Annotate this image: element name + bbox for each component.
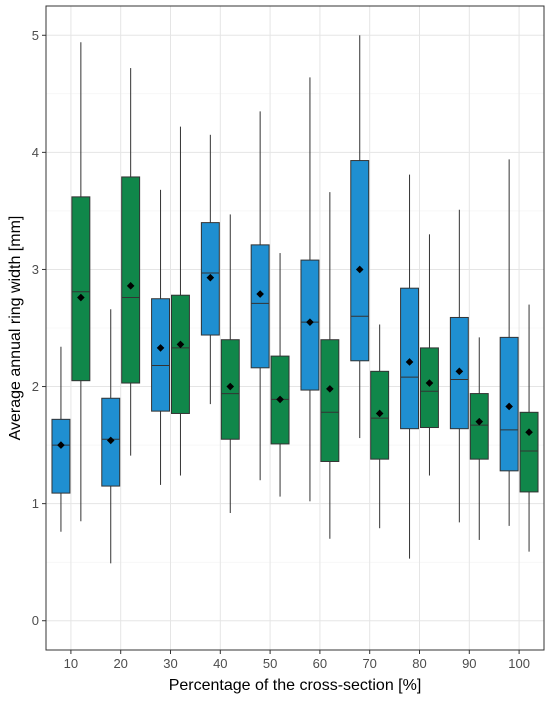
- y-tick-label: 4: [32, 145, 39, 160]
- mean-marker: [525, 428, 533, 437]
- mean-marker: [226, 382, 235, 391]
- box-80-series1: [400, 174, 420, 559]
- box-100-series2: [519, 304, 539, 552]
- y-tick-label: 0: [32, 613, 39, 628]
- box-10-series2: [71, 42, 91, 522]
- mean-marker: [505, 402, 513, 411]
- mean-marker: [126, 282, 135, 290]
- box-90-series1: [449, 209, 469, 523]
- x-tick-label: 80: [412, 656, 426, 671]
- box-60-series2: [320, 192, 340, 539]
- box-40-series1: [200, 134, 220, 405]
- mean-marker: [256, 290, 264, 298]
- mean-marker: [106, 436, 115, 445]
- mean-marker: [156, 344, 165, 352]
- mean-marker: [375, 409, 384, 418]
- mean-marker: [57, 441, 65, 449]
- mean-marker: [206, 273, 215, 282]
- box-70-series1: [350, 35, 370, 439]
- x-tick-label: 30: [163, 656, 177, 671]
- x-tick-label: 90: [462, 656, 476, 671]
- y-tick-label: 2: [32, 379, 39, 394]
- x-tick-label: 50: [263, 656, 277, 671]
- box-20-series1: [101, 309, 121, 564]
- mean-marker: [475, 417, 484, 426]
- box-body: [151, 298, 171, 412]
- x-axis-title: Percentage of the cross-section [%]: [169, 677, 422, 694]
- box-90-series2: [469, 337, 489, 540]
- box-body: [121, 176, 141, 384]
- mean-marker: [405, 358, 414, 366]
- boxes: [51, 35, 539, 564]
- box-body: [170, 294, 190, 414]
- x-tick-label: 20: [113, 656, 127, 671]
- mean-marker: [276, 395, 284, 404]
- axes: 0 1 2 3 4 5 10 20 30 40 50 60 70 80 90 100: [32, 28, 530, 671]
- box-50-series2: [270, 253, 290, 497]
- box-body: [51, 418, 71, 494]
- box-body: [71, 196, 91, 382]
- mean-marker: [176, 340, 185, 349]
- box-body: [320, 339, 340, 462]
- x-tick-label: 10: [64, 656, 78, 671]
- box-30-series1: [151, 189, 171, 485]
- y-tick-label: 3: [32, 262, 39, 277]
- box-40-series2: [220, 214, 240, 514]
- box-20-series2: [121, 68, 141, 456]
- mean-marker: [326, 385, 334, 393]
- box-body: [350, 160, 370, 362]
- box-body: [519, 411, 539, 493]
- panel-border: [45, 5, 545, 651]
- mean-marker: [77, 293, 85, 302]
- x-tick-label: 70: [362, 656, 376, 671]
- y-axis-title: Average annual ring width [mm]: [7, 216, 24, 441]
- x-tick-label: 60: [313, 656, 327, 671]
- box-80-series2: [419, 234, 439, 476]
- x-tick-label: 40: [213, 656, 227, 671]
- box-body: [469, 393, 489, 460]
- x-tick-label: 100: [508, 656, 530, 671]
- mean-marker: [425, 379, 434, 387]
- box-body: [419, 347, 439, 429]
- y-tick-label: 1: [32, 496, 39, 511]
- mean-marker: [355, 265, 364, 274]
- box-body: [250, 244, 270, 369]
- mean-marker: [306, 318, 314, 326]
- box-60-series1: [300, 77, 320, 502]
- box-100-series1: [499, 159, 519, 526]
- y-tick-label: 5: [32, 28, 39, 43]
- box-50-series1: [250, 111, 270, 481]
- box-70-series2: [370, 324, 390, 529]
- mean-marker: [455, 367, 464, 376]
- box-10-series1: [51, 346, 71, 532]
- box-30-series2: [170, 126, 190, 476]
